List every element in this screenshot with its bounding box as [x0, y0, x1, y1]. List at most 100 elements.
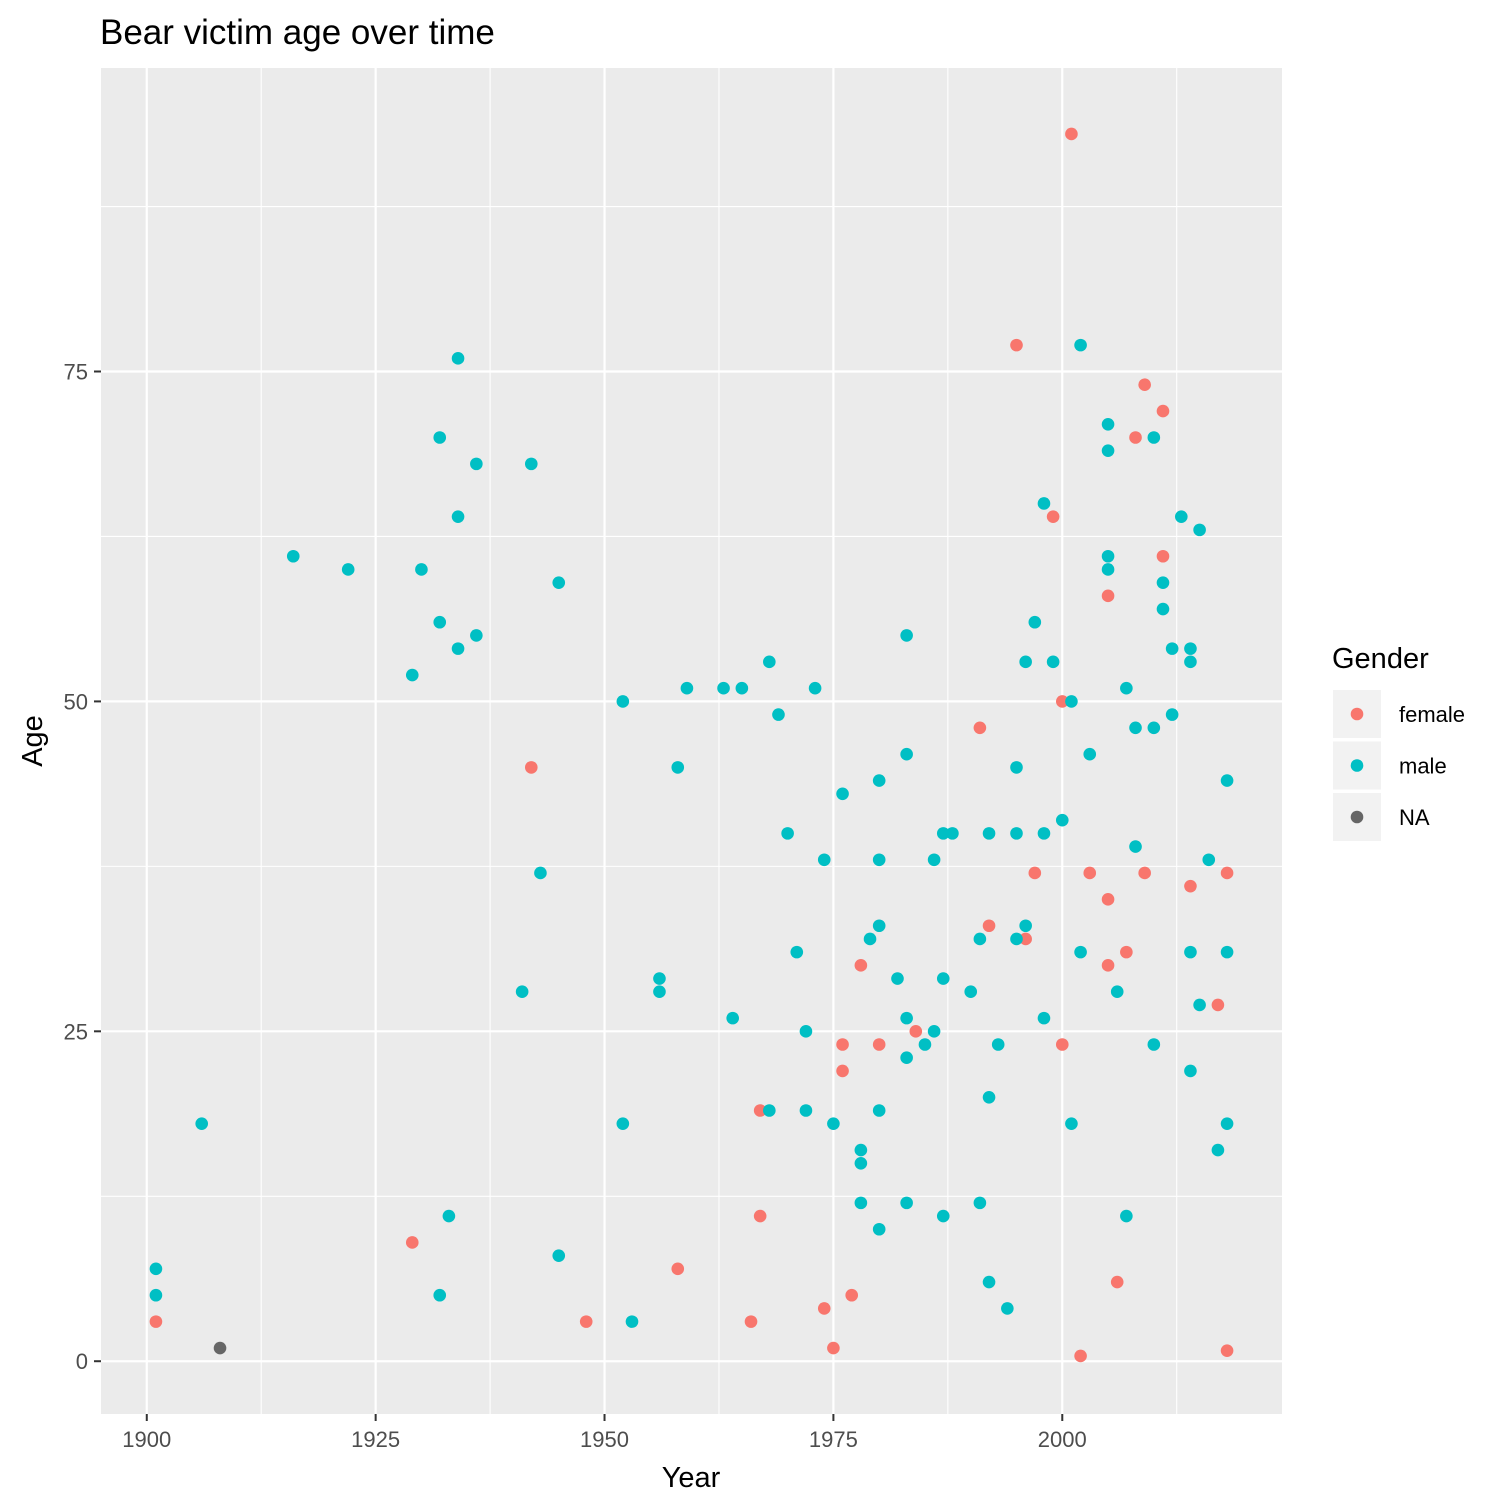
data-point-male — [1184, 655, 1197, 669]
data-point-male — [854, 1156, 868, 1170]
data-point-female — [836, 1038, 849, 1051]
data-point-female — [1046, 510, 1060, 523]
data-point-male — [1101, 417, 1115, 431]
data-point-male — [149, 1262, 163, 1276]
data-point-male — [1010, 761, 1023, 774]
data-point-male — [872, 1104, 886, 1117]
data-point-male — [1101, 549, 1115, 563]
data-point-female — [909, 1025, 923, 1038]
data-point-na — [213, 1341, 227, 1355]
data-point-male — [900, 747, 913, 761]
data-point-male — [1129, 840, 1142, 853]
data-point-male — [1147, 1038, 1161, 1051]
data-point-female — [744, 1315, 758, 1328]
y-axis-ticks: 0 25 50 75 — [64, 360, 101, 1374]
data-point-male — [936, 1209, 950, 1223]
data-point-male — [817, 853, 831, 867]
data-point-female — [524, 761, 538, 774]
data-point-male — [872, 1222, 886, 1236]
data-point-male — [763, 655, 776, 669]
data-point-female — [1120, 945, 1133, 959]
data-point-male — [1147, 721, 1161, 735]
data-point-male — [900, 1196, 913, 1210]
data-point-male — [1065, 695, 1078, 708]
data-point-male — [900, 629, 913, 642]
x-tick-label: 1950 — [580, 1427, 629, 1452]
legend-label-na: NA — [1399, 805, 1430, 830]
data-point-female — [149, 1315, 163, 1328]
data-point-male — [1037, 827, 1051, 840]
data-point-male — [781, 827, 794, 840]
data-point-male — [653, 972, 666, 985]
data-point-male — [415, 563, 428, 576]
data-point-male — [936, 827, 950, 840]
data-point-male — [964, 985, 978, 999]
data-point-male — [341, 563, 355, 576]
data-points — [149, 127, 1234, 1363]
data-point-female — [1055, 1038, 1069, 1051]
x-tick-label: 1900 — [122, 1427, 171, 1452]
data-point-male — [1037, 497, 1051, 510]
data-point-female — [1055, 695, 1069, 708]
data-point-female — [1101, 589, 1115, 603]
data-point-male — [1028, 615, 1042, 629]
legend-swatch-female — [1350, 707, 1364, 721]
minor-gridlines — [101, 68, 1282, 1414]
data-point-male — [827, 1117, 840, 1130]
data-point-male — [470, 457, 483, 471]
data-point-male — [1074, 338, 1087, 352]
data-point-female — [973, 721, 987, 735]
data-point-male — [1220, 945, 1234, 959]
y-axis-title: Age — [17, 715, 49, 767]
data-point-female — [854, 959, 868, 972]
data-point-female — [845, 1288, 859, 1302]
chart-title: Bear victim age over time — [100, 13, 495, 52]
data-point-male — [1046, 655, 1060, 669]
data-point-male — [1211, 1143, 1225, 1157]
data-point-male — [982, 1090, 996, 1104]
data-point-male — [1083, 747, 1097, 761]
data-point-female — [1065, 127, 1078, 141]
data-point-male — [1065, 1117, 1078, 1130]
data-point-male — [1019, 655, 1032, 669]
data-point-female — [1138, 378, 1151, 392]
data-point-male — [1110, 985, 1124, 999]
data-point-male — [982, 827, 996, 840]
data-point-male — [1120, 1209, 1133, 1223]
data-point-male — [671, 761, 685, 774]
x-tick-label: 1925 — [351, 1427, 400, 1452]
data-point-female — [1220, 866, 1234, 880]
x-tick-label: 1975 — [809, 1427, 858, 1452]
data-point-male — [515, 985, 529, 999]
data-point-male — [1074, 945, 1087, 959]
data-point-male — [451, 352, 465, 365]
data-point-male — [1101, 563, 1115, 576]
data-point-female — [1074, 1349, 1087, 1363]
legend-swatch-na — [1350, 810, 1364, 824]
plot-panel — [101, 68, 1282, 1414]
data-point-male — [1202, 853, 1216, 867]
data-point-male — [1101, 444, 1115, 457]
data-point-female — [872, 1038, 886, 1051]
data-point-male — [470, 629, 483, 642]
data-point-male — [149, 1288, 163, 1302]
y-tick-label: 0 — [76, 1349, 88, 1374]
data-point-female — [1184, 879, 1197, 893]
data-point-male — [790, 945, 804, 959]
legend-keys: female male NA — [1333, 690, 1465, 841]
data-point-male — [442, 1209, 456, 1223]
data-point-male — [1156, 602, 1170, 616]
data-point-male — [936, 972, 950, 985]
data-point-male — [1001, 1302, 1014, 1315]
data-point-male — [863, 932, 877, 946]
legend-title: Gender — [1332, 643, 1429, 675]
data-point-female — [1010, 338, 1023, 352]
data-point-female — [1129, 431, 1142, 444]
data-point-male — [1193, 998, 1206, 1012]
data-point-female — [1220, 1344, 1234, 1357]
data-point-female — [1156, 549, 1170, 563]
data-point-male — [1174, 510, 1188, 523]
data-point-male — [451, 642, 465, 655]
data-point-female — [753, 1209, 767, 1223]
data-point-male — [900, 1011, 913, 1025]
